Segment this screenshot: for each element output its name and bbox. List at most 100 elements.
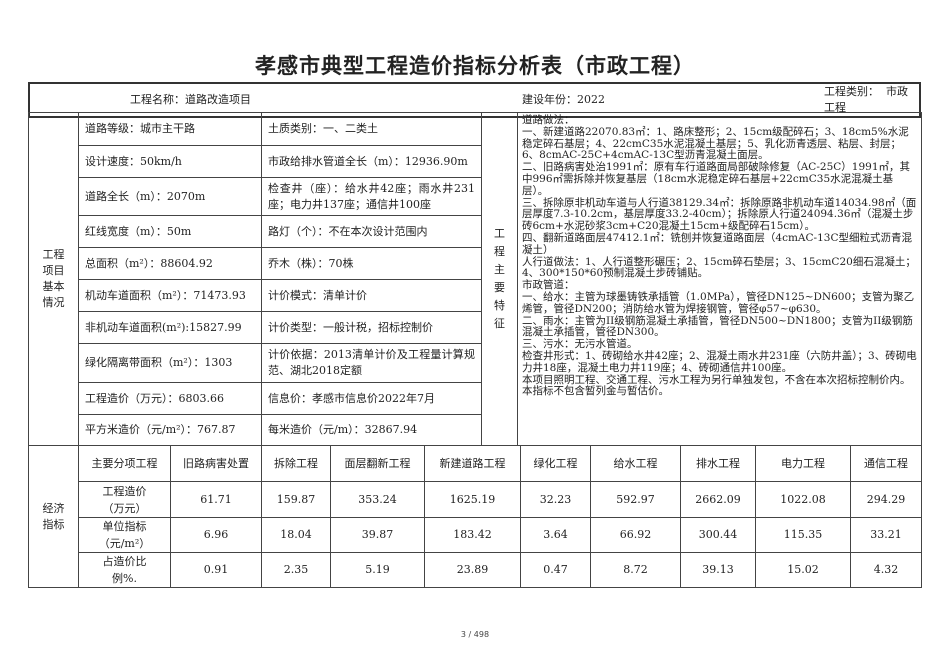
feature-line: 本指标不包含暂列金与暂估价。 (522, 385, 669, 398)
info-row: 工程造价（万元）：6803.66 信息价：孝感市信息价2022年7月 (29, 382, 922, 415)
info-cell: 市政给排水管道全长（m）：12936.90m (261, 145, 482, 178)
feature-line: 一、新建道路22070.83㎡：1、路床整形；2、15cm级配碎石；3、18cm… (522, 125, 909, 162)
info-cell: 设计速度：50km/h (78, 145, 262, 178)
column-header: 电力工程 (755, 445, 851, 482)
feature-line: 检查井形式：1、砖砌给水井42座；2、混凝土雨水井231座（六防井盖）；3、砖砌… (522, 349, 917, 374)
value-cell: 6.96 (170, 517, 262, 553)
info-cell: 检查井（座）：给水井42座；雨水井231座；电力井137座；通信井100座 (261, 177, 482, 216)
column-header: 给水工程 (590, 445, 681, 482)
features-description: 道路做法： 一、新建道路22070.83㎡：1、路床整形；2、15cm级配碎石；3… (517, 112, 922, 446)
info-cell: 计价类型：一般计税，招标控制价 (261, 311, 482, 344)
column-header: 通信工程 (850, 445, 922, 482)
info-cell: 计价模式：清单计价 (261, 279, 482, 312)
page-indicator: 3 / 498 (460, 630, 490, 639)
column-header: 排水工程 (680, 445, 756, 482)
value-cell: 0.47 (520, 552, 591, 588)
basic-section-label: 工程项目基本情况 (28, 112, 79, 446)
value-cell: 32.23 (520, 481, 591, 518)
page-title: 孝感市典型工程造价指标分析表（市政工程） (255, 54, 695, 78)
info-row: 总面积（m²）：88604.92 乔木（株）：70株 (29, 247, 922, 280)
info-row: 绿化隔离带面积（m²）：1303 计价依据：2013清单计价及工程量计算规范、湖北… (29, 343, 922, 383)
value-cell: 3.64 (520, 517, 591, 553)
value-cell: 2662.09 (680, 481, 756, 518)
info-cell: 土质类别：一、二类土 (261, 112, 482, 146)
table-row: 占造价比例%. 0.91 2.35 5.19 23.89 0.47 8.72 39.13 15.… (29, 552, 922, 588)
info-row: 道路全长（m）：2070m 检查井（座）：给水井42座；雨水井231座；电力井13… (29, 177, 922, 216)
info-cell: 红线宽度（m）：50m (78, 215, 262, 248)
info-cell: 总面积（m²）：88604.92 (78, 247, 262, 280)
value-cell: 183.42 (424, 517, 521, 553)
info-cell: 机动车道面积（m²）：71473.93 (78, 279, 262, 312)
feature-line: 二、雨水：主管为II级钢筋混凝土承插管，管径DN500~DN1800；支管为II… (522, 314, 913, 339)
value-cell: 2.35 (261, 552, 331, 588)
table-row: 工程造价（万元） 61.71 159.87 353.24 1625.19 32.23 592… (29, 481, 922, 518)
value-cell: 4.32 (850, 552, 922, 588)
info-cell: 每米造价（元/m）：32867.94 (261, 414, 482, 446)
info-cell: 道路全长（m）：2070m (78, 177, 262, 216)
value-cell: 353.24 (330, 481, 425, 518)
feature-line: 四、翻新道路面层47412.1㎡：铣刨并恢复道路面层（4cmAC-13C型细粒式… (522, 231, 912, 256)
header-row: 经济指标 主要分项工程 旧路病害处置 拆除工程 面层翻新工程 新建道路工程 绿化工程 给水工程… (28, 445, 922, 588)
info-cell: 工程造价（万元）：6803.66 (78, 382, 262, 415)
basic-info-table: 工程项目基本情况 道路等级：城市主干路 土质类别：一、二类土 工程主要特征 道路做法：一… (28, 112, 922, 446)
value-cell: 159.87 (261, 481, 331, 518)
value-cell: 592.97 (590, 481, 681, 518)
info-row: 设计速度：50km/h 市政给排水管道全长（m）：12936.90m (29, 145, 922, 178)
project-type-value: 市政工程 (824, 85, 908, 114)
info-row: 机动车道面积（m²）：71473.93 计价模式：清单计价 (29, 279, 922, 312)
column-header: 拆除工程 (261, 445, 331, 482)
value-cell: 115.35 (755, 517, 851, 553)
info-cell: 非机动车道面积(m²):15827.99 (78, 311, 262, 344)
value-cell: 39.87 (330, 517, 425, 553)
features-label: 工程主要特征 (481, 112, 518, 446)
table-row: 单位指标（元/m²） 6.96 18.04 39.87 183.42 3.64 66.92 3… (29, 517, 922, 553)
info-cell: 绿化隔离带面积（m²）：1303 (78, 343, 262, 383)
info-cell: 平方米造价（元/m²）：767.87 (78, 414, 262, 446)
project-type-label: 工程类别： (824, 85, 879, 98)
feature-line: 人行道做法：1、人行道整形碾压；2、15cm碎石垫层；3、15cmC20细石混凝… (522, 255, 916, 280)
feature-line: 道路做法： (522, 114, 575, 126)
feature-line: 三、拆除原非机动车道与人行道38129.34㎡：拆除原路非机动车道14034.9… (522, 196, 917, 233)
info-row: 红线宽度（m）：50m 路灯（个）：不在本次设计范围内 (29, 215, 922, 248)
info-row: 非机动车道面积(m²):15827.99 计价类型：一般计税，招标控制价 (29, 311, 922, 344)
value-cell: 8.72 (590, 552, 681, 588)
value-cell: 61.71 (170, 481, 262, 518)
row-label: 占造价比例%. (78, 552, 171, 588)
info-cell: 信息价：孝感市信息价2022年7月 (261, 382, 482, 415)
info-row: 工程项目基本情况 道路等级：城市主干路 土质类别：一、二类土 工程主要特征 道路做法：一… (28, 112, 922, 446)
build-year: 建设年份：2022 (522, 93, 605, 106)
column-header: 主要分项工程 (78, 445, 171, 482)
value-cell: 5.19 (330, 552, 425, 588)
feature-line: 本项目照明工程、交通工程、污水工程为另行单独发包，不含在本次招标控制价内。 (522, 373, 911, 386)
column-header: 新建道路工程 (424, 445, 521, 482)
feature-line: 二、旧路病害处治1991㎡：原有车行道路面局部破除修复（AC-25C）1991㎡… (522, 161, 911, 197)
value-cell: 300.44 (680, 517, 756, 553)
feature-line: 一、给水：主管为球墨铸铁承插管（1.0MPa），管径DN125~DN600；支管… (522, 290, 915, 315)
info-cell: 计价依据：2013清单计价及工程量计算规范、湖北2018定额 (261, 343, 482, 383)
feature-line: 三、污水：无污水管道。 (522, 338, 638, 351)
value-cell: 23.89 (424, 552, 521, 588)
project-name: 工程名称：道路改造项目 (130, 93, 251, 106)
value-cell: 15.02 (755, 552, 851, 588)
value-cell: 33.21 (850, 517, 922, 553)
feature-line: 市政管道： (522, 279, 575, 292)
info-cell: 道路等级：城市主干路 (78, 112, 262, 146)
economic-label: 经济指标 (28, 445, 79, 588)
info-cell: 路灯（个）：不在本次设计范围内 (261, 215, 482, 248)
column-header: 绿化工程 (520, 445, 591, 482)
value-cell: 1625.19 (424, 481, 521, 518)
row-label: 单位指标（元/m²） (78, 517, 171, 553)
value-cell: 0.91 (170, 552, 262, 588)
value-cell: 39.13 (680, 552, 756, 588)
value-cell: 66.92 (590, 517, 681, 553)
info-cell: 乔木（株）：70株 (261, 247, 482, 280)
project-type: 工程类别： 市政工程 (818, 83, 920, 117)
value-cell: 1022.08 (755, 481, 851, 518)
column-header: 面层翻新工程 (330, 445, 425, 482)
value-cell: 18.04 (261, 517, 331, 553)
row-label: 工程造价（万元） (78, 481, 171, 518)
info-row: 平方米造价（元/m²）：767.87 每米造价（元/m）：32867.94 (29, 414, 922, 446)
value-cell: 294.29 (850, 481, 922, 518)
column-header: 旧路病害处置 (170, 445, 262, 482)
